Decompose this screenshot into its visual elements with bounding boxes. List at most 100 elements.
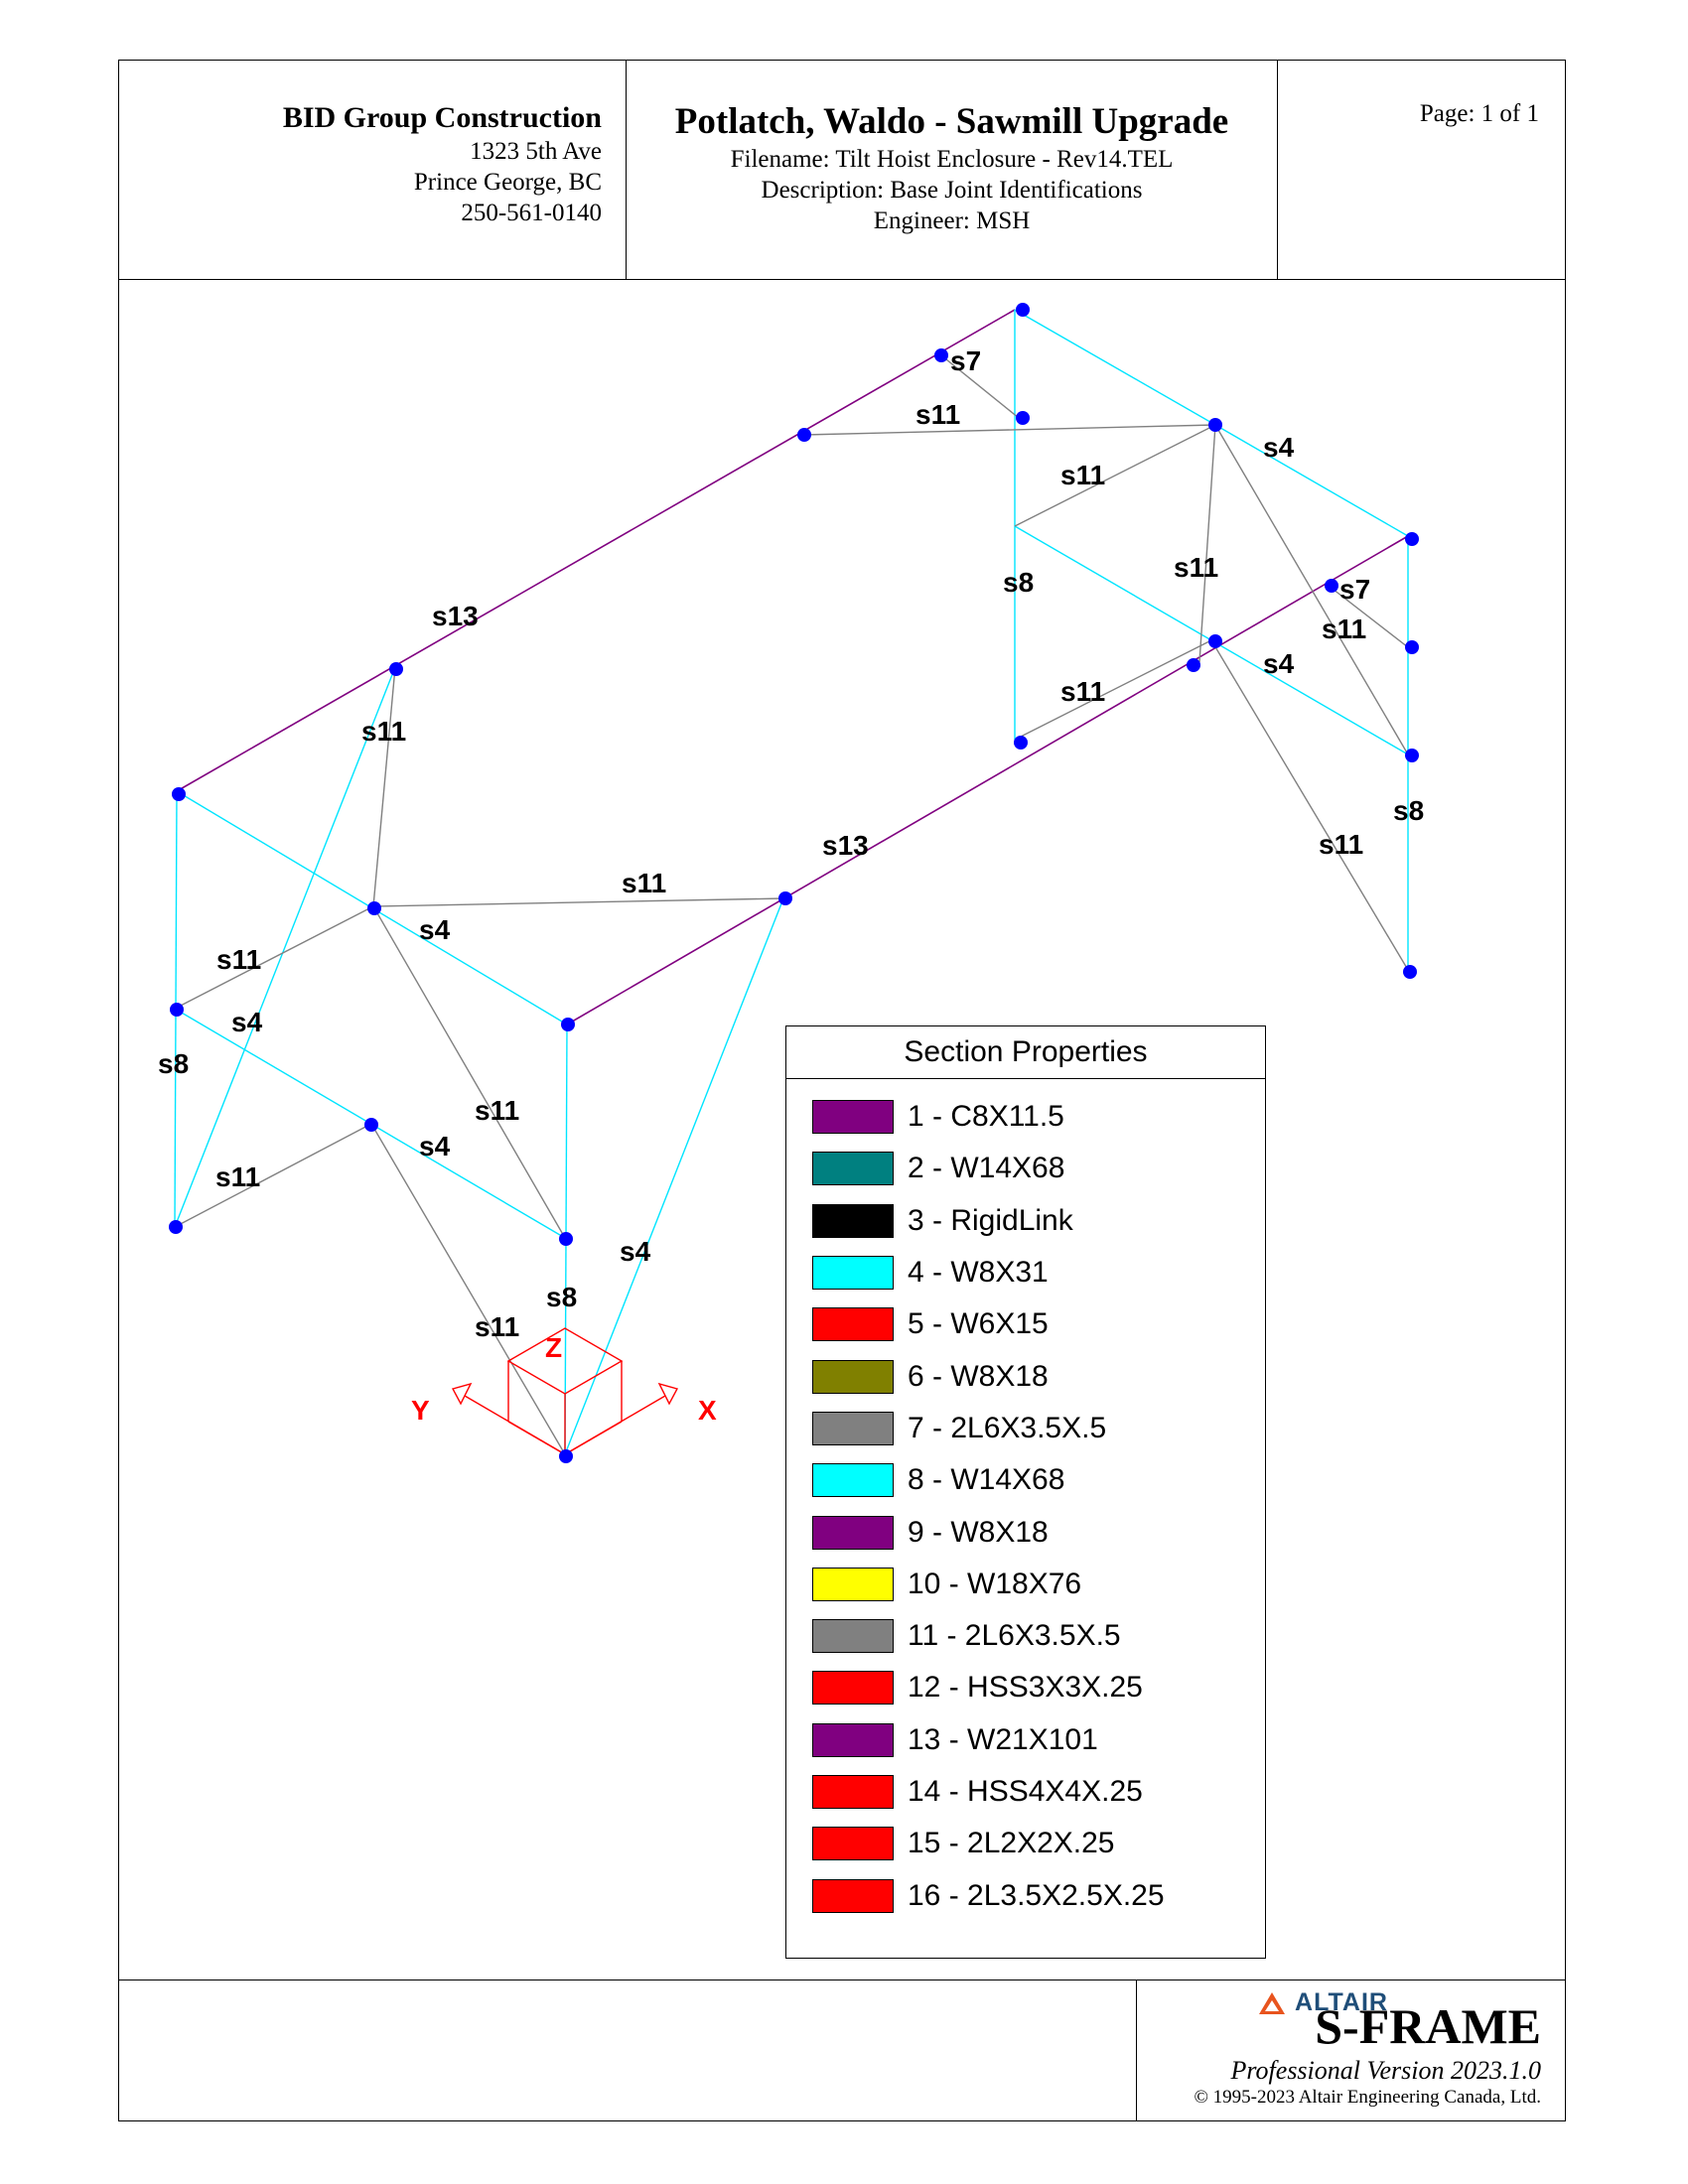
company-block: BID Group Construction 1323 5th Ave Prin…: [119, 61, 627, 279]
legend-item: 16 - 2L3.5X2.5X.25: [786, 1869, 1265, 1921]
legend-item: 9 - W8X18: [786, 1506, 1265, 1558]
legend-swatch: [812, 1203, 894, 1238]
member-label: s13: [822, 830, 869, 861]
filename: Filename: Tilt Hoist Enclosure - Rev14.T…: [730, 146, 1174, 173]
drawing-sheet: BID Group Construction 1323 5th Ave Prin…: [118, 60, 1566, 2121]
legend-item: 3 - RigidLink: [786, 1195, 1265, 1247]
y-axis-arrow: [451, 1382, 473, 1406]
altair-logo-icon: [1259, 1991, 1286, 2014]
member-label: s11: [1174, 552, 1218, 583]
member-s8: [1214, 424, 1409, 537]
company-name: BID Group Construction: [282, 101, 602, 134]
member-s11: [174, 905, 374, 1010]
member-label: s4: [419, 1131, 451, 1161]
member-s8: [1014, 309, 1216, 426]
legend-item: 5 - W6X15: [786, 1298, 1265, 1350]
joint: [934, 348, 948, 362]
altair-logo: ALTAIR: [1257, 1988, 1388, 2017]
member-s13: [176, 309, 1016, 792]
member-s11: [174, 1123, 372, 1228]
altair-logo-text: ALTAIR: [1295, 1988, 1388, 2016]
legend-swatch: [812, 1671, 894, 1706]
product-name: S-FRAME: [1315, 1998, 1541, 2054]
member-label: s7: [1339, 574, 1370, 605]
joint: [170, 1003, 184, 1017]
member-s11: [1210, 639, 1409, 971]
joint: [172, 787, 186, 801]
member-s4: [174, 666, 396, 1228]
member-label: s4: [419, 914, 451, 945]
legend-label: 7 - 2L6X3.5X.5: [908, 1411, 1107, 1444]
legend-label: 2 - W14X68: [908, 1152, 1065, 1185]
member-label: s11: [915, 399, 960, 430]
joint: [1187, 658, 1200, 672]
legend-swatch: [812, 1359, 894, 1394]
legend-label: 5 - W6X15: [908, 1307, 1049, 1341]
member-labels: s7 s11 s4 s11 s8 s11 s7 s11 s4 s11 s13 s…: [158, 345, 1424, 1342]
legend-list: 1 - C8X11.5 2 - W14X68 3 - RigidLink 4 - W8…: [786, 1079, 1265, 1922]
legend-swatch: [812, 1100, 894, 1135]
joint: [364, 1118, 378, 1132]
legend-label: 4 - W8X31: [908, 1256, 1049, 1290]
joint: [1325, 579, 1338, 593]
member-s7: [940, 354, 1020, 419]
legend-swatch: [812, 1411, 894, 1445]
address-line-2: Prince George, BC: [413, 169, 602, 196]
member-s13: [566, 535, 1409, 1025]
member-label: s7: [950, 345, 981, 376]
member-label: s11: [475, 1311, 519, 1342]
joint: [1403, 965, 1417, 979]
legend-item: 4 - W8X31: [786, 1247, 1265, 1298]
legend-label: 11 - 2L6X3.5X.5: [908, 1619, 1121, 1653]
member-label: s4: [1263, 432, 1295, 463]
member-label: s4: [620, 1236, 651, 1267]
joint: [169, 1220, 183, 1234]
legend-label: 3 - RigidLink: [908, 1203, 1073, 1237]
member-s11: [1014, 639, 1212, 741]
joint: [1014, 736, 1028, 750]
footer-divider: [1136, 1980, 1137, 2120]
project-block: Potlatch, Waldo - Sawmill Upgrade Filena…: [627, 61, 1278, 279]
legend-item: 14 - HSS4X4X.25: [786, 1766, 1265, 1818]
member-label: s11: [216, 944, 261, 975]
member-s11: [372, 905, 566, 1239]
legend-swatch: [812, 1515, 894, 1550]
member-label: s8: [158, 1048, 189, 1079]
legend-label: 12 - HSS3X3X.25: [908, 1671, 1143, 1705]
legend-item: 12 - HSS3X3X.25: [786, 1662, 1265, 1713]
member-s11: [803, 424, 1216, 436]
legend-title: Section Properties: [786, 1026, 1265, 1079]
legend-swatch: [812, 1775, 894, 1809]
project-title: Potlatch, Waldo - Sawmill Upgrade: [674, 101, 1229, 142]
copyright: © 1995-2023 Altair Engineering Canada, L…: [1194, 2087, 1542, 2108]
phone-number: 250-561-0140: [461, 200, 602, 226]
x-axis-label: X: [698, 1395, 717, 1426]
legend-swatch: [812, 1722, 894, 1757]
joint: [559, 1232, 573, 1246]
member-s11: [372, 666, 396, 907]
member-s4: [564, 897, 784, 1455]
member-label: s11: [215, 1161, 260, 1192]
joint: [389, 662, 403, 676]
legend-label: 9 - W8X18: [908, 1515, 1049, 1549]
page-number: Page: 1 of 1: [1419, 100, 1539, 127]
member-label: s11: [1060, 676, 1105, 707]
member-s7: [1328, 585, 1409, 648]
joints: [169, 303, 1419, 1463]
address-line-1: 1323 5th Ave: [470, 138, 602, 165]
joint: [1405, 749, 1419, 762]
legend-label: 14 - HSS4X4X.25: [908, 1775, 1143, 1808]
section-properties-legend: Section Properties 1 - C8X11.5 2 - W14X68…: [785, 1025, 1266, 1959]
member-s11: [1198, 424, 1216, 663]
legend-swatch: [812, 1307, 894, 1342]
legend-swatch: [812, 1256, 894, 1291]
legend-item: 7 - 2L6X3.5X.5: [786, 1403, 1265, 1454]
page-block: Page: 1 of 1: [1278, 61, 1565, 279]
joint: [797, 428, 811, 442]
member-label: s4: [231, 1007, 263, 1037]
joint: [1208, 634, 1222, 648]
joint: [561, 1018, 575, 1031]
member-label: s11: [1322, 614, 1366, 644]
legend-item: 11 - 2L6X3.5X.5: [786, 1610, 1265, 1662]
